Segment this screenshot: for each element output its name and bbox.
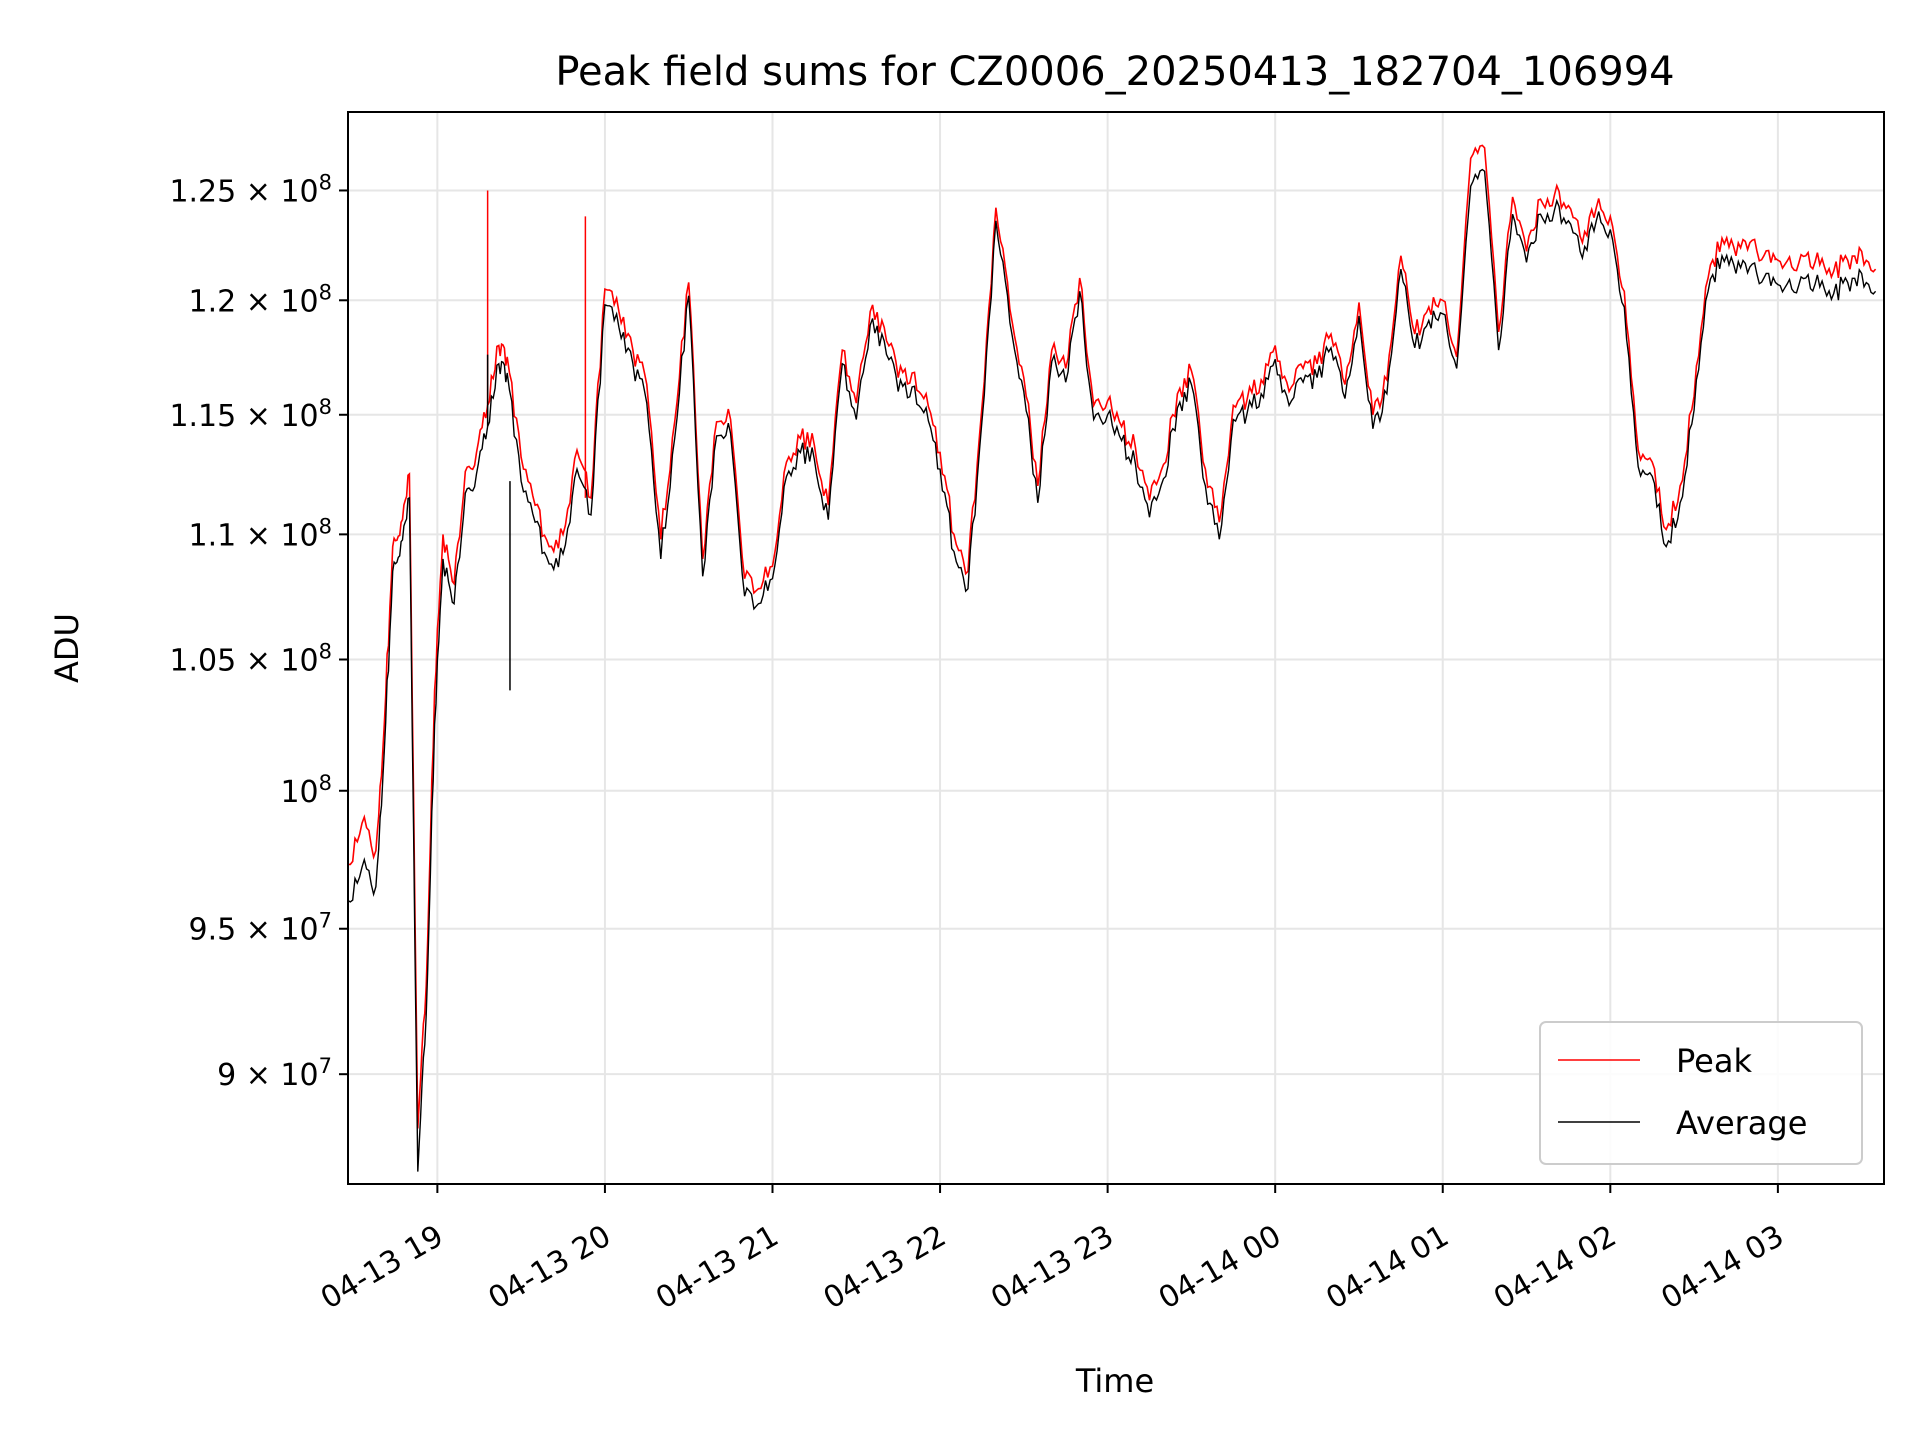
legend-label-average: Average [1676,1104,1807,1142]
plot-frame [347,111,1885,1185]
series-lines [348,144,1877,1172]
y-tick-label: 9.5 × 107 [189,909,332,948]
legend: Peak Average [1539,1021,1863,1165]
y-tick-label: 1.2 × 108 [189,280,332,319]
y-tick-label: 1.25 × 108 [169,170,332,209]
y-tick-label: 1.15 × 108 [169,395,332,434]
grid-lines [348,112,1884,1184]
y-tick-label: 9 × 107 [217,1054,332,1093]
series-line-average [348,168,1877,1172]
legend-box [1539,1021,1863,1165]
x-axis-label: Time [1075,1362,1154,1400]
legend-label-peak: Peak [1676,1042,1752,1080]
y-axis-label: ADU [48,613,86,683]
series-line-peak [348,144,1877,1129]
chart-title: Peak field sums for CZ0006_20250413_1827… [555,49,1674,95]
y-tick-label: 1.05 × 108 [169,640,332,679]
y-tick-label: 1.1 × 108 [189,514,332,553]
